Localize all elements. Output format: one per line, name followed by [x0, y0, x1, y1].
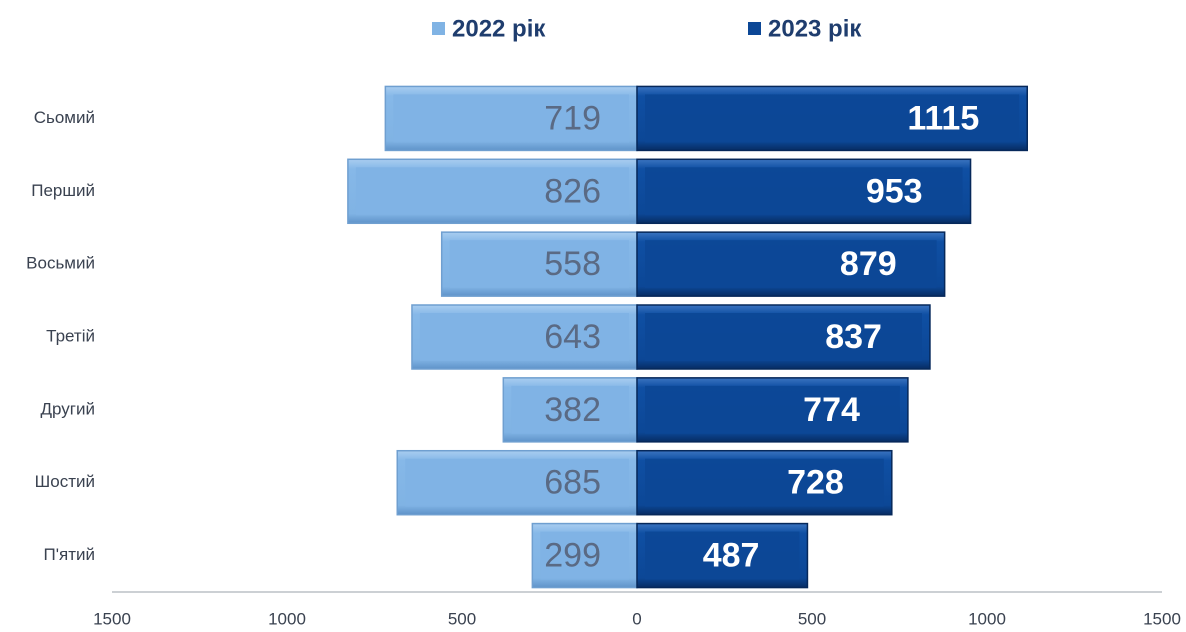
x-tick-label: 500: [448, 609, 476, 628]
data-label: 1115: [907, 99, 979, 137]
bar-bevel: [449, 240, 629, 289]
legend-label: 2022 рік: [452, 15, 546, 42]
bar-bevel: [645, 240, 937, 289]
category-label: Сьомий: [34, 108, 95, 127]
bar-bevel: [540, 531, 629, 580]
bar-bevel: [419, 313, 629, 361]
bar-bevel: [645, 458, 884, 507]
data-label: 826: [544, 172, 601, 210]
x-tick-label: 1000: [268, 609, 306, 628]
data-label: 719: [544, 99, 601, 137]
data-label: 879: [840, 245, 897, 283]
x-tick-label: 1500: [93, 609, 131, 628]
data-label: 299: [544, 537, 601, 575]
bar-bevel: [355, 167, 629, 216]
category-label: Шостий: [35, 472, 95, 491]
data-label: 643: [544, 318, 601, 356]
category-label: Перший: [31, 181, 95, 200]
bar-bevel: [393, 94, 629, 143]
bar-bevel: [645, 167, 963, 216]
x-tick-label: 500: [798, 609, 826, 628]
x-tick-label: 0: [632, 609, 641, 628]
category-label: Другий: [41, 399, 95, 418]
bar-bevel: [645, 313, 922, 361]
data-label: 487: [703, 537, 760, 575]
data-label: 558: [544, 245, 601, 283]
category-label: Третій: [46, 326, 95, 345]
bar-bevel: [645, 531, 800, 580]
data-label: 837: [825, 318, 882, 356]
legend-swatch: [432, 22, 445, 35]
x-tick-label: 1000: [968, 609, 1006, 628]
bar-bevel: [645, 94, 1020, 143]
legend-label: 2023 рік: [768, 15, 862, 42]
data-label: 382: [544, 391, 601, 429]
x-tick-label: 1500: [1143, 609, 1181, 628]
data-label: 774: [803, 391, 860, 429]
data-label: 728: [787, 464, 844, 502]
category-label: Восьмий: [26, 254, 95, 273]
category-label: П'ятий: [44, 545, 95, 564]
data-label: 685: [544, 464, 601, 502]
bar-bevel: [511, 385, 629, 434]
bar-bevel: [645, 385, 900, 434]
bar-bevel: [405, 458, 629, 507]
data-label: 953: [866, 172, 923, 210]
legend-swatch: [748, 22, 761, 35]
